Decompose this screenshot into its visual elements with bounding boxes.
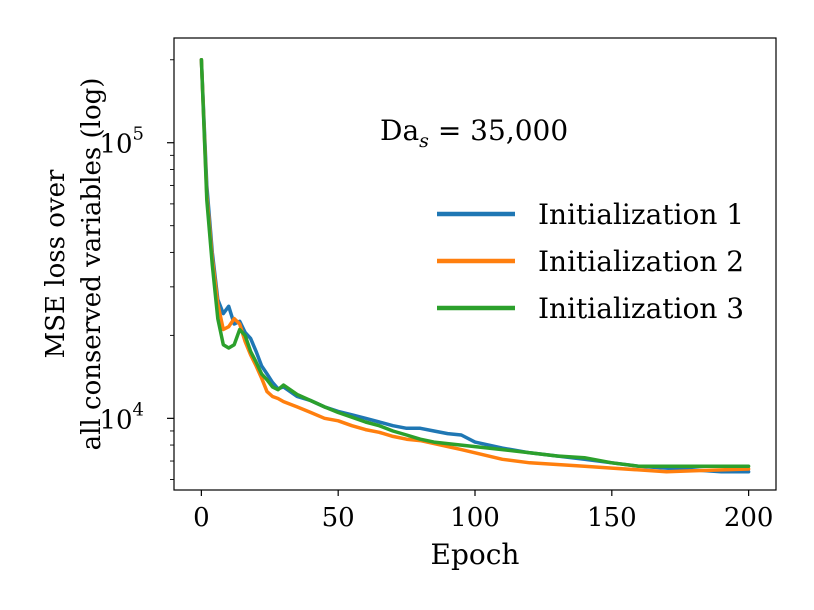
y-tick-label: 105 (99, 124, 144, 160)
y-tick-label: 104 (99, 399, 144, 435)
legend-label-3: Initialization 3 (538, 292, 744, 325)
x-tick-label: 200 (724, 503, 774, 533)
legend: Initialization 1 Initialization 2 Initiali… (437, 198, 744, 325)
chart-annotation: Das = 35,000 (380, 114, 568, 152)
x-tick-label: 150 (587, 503, 637, 533)
x-axis-label: Epoch (431, 538, 520, 571)
x-tick-label: 100 (450, 503, 500, 533)
tick-layer: 0 50 100 150 200 104 105 (99, 59, 774, 533)
x-tick-label: 50 (322, 503, 355, 533)
series-line-3 (199, 58, 751, 469)
y-axis-label-line1: MSE loss over (41, 169, 71, 358)
legend-label-1: Initialization 1 (538, 198, 744, 231)
legend-label-2: Initialization 2 (538, 245, 744, 278)
series-line-2 (199, 58, 751, 474)
series-layer (199, 58, 751, 474)
x-tick-label: 0 (193, 503, 210, 533)
y-axis-label-line2: all conserved variables (log) (77, 78, 107, 451)
